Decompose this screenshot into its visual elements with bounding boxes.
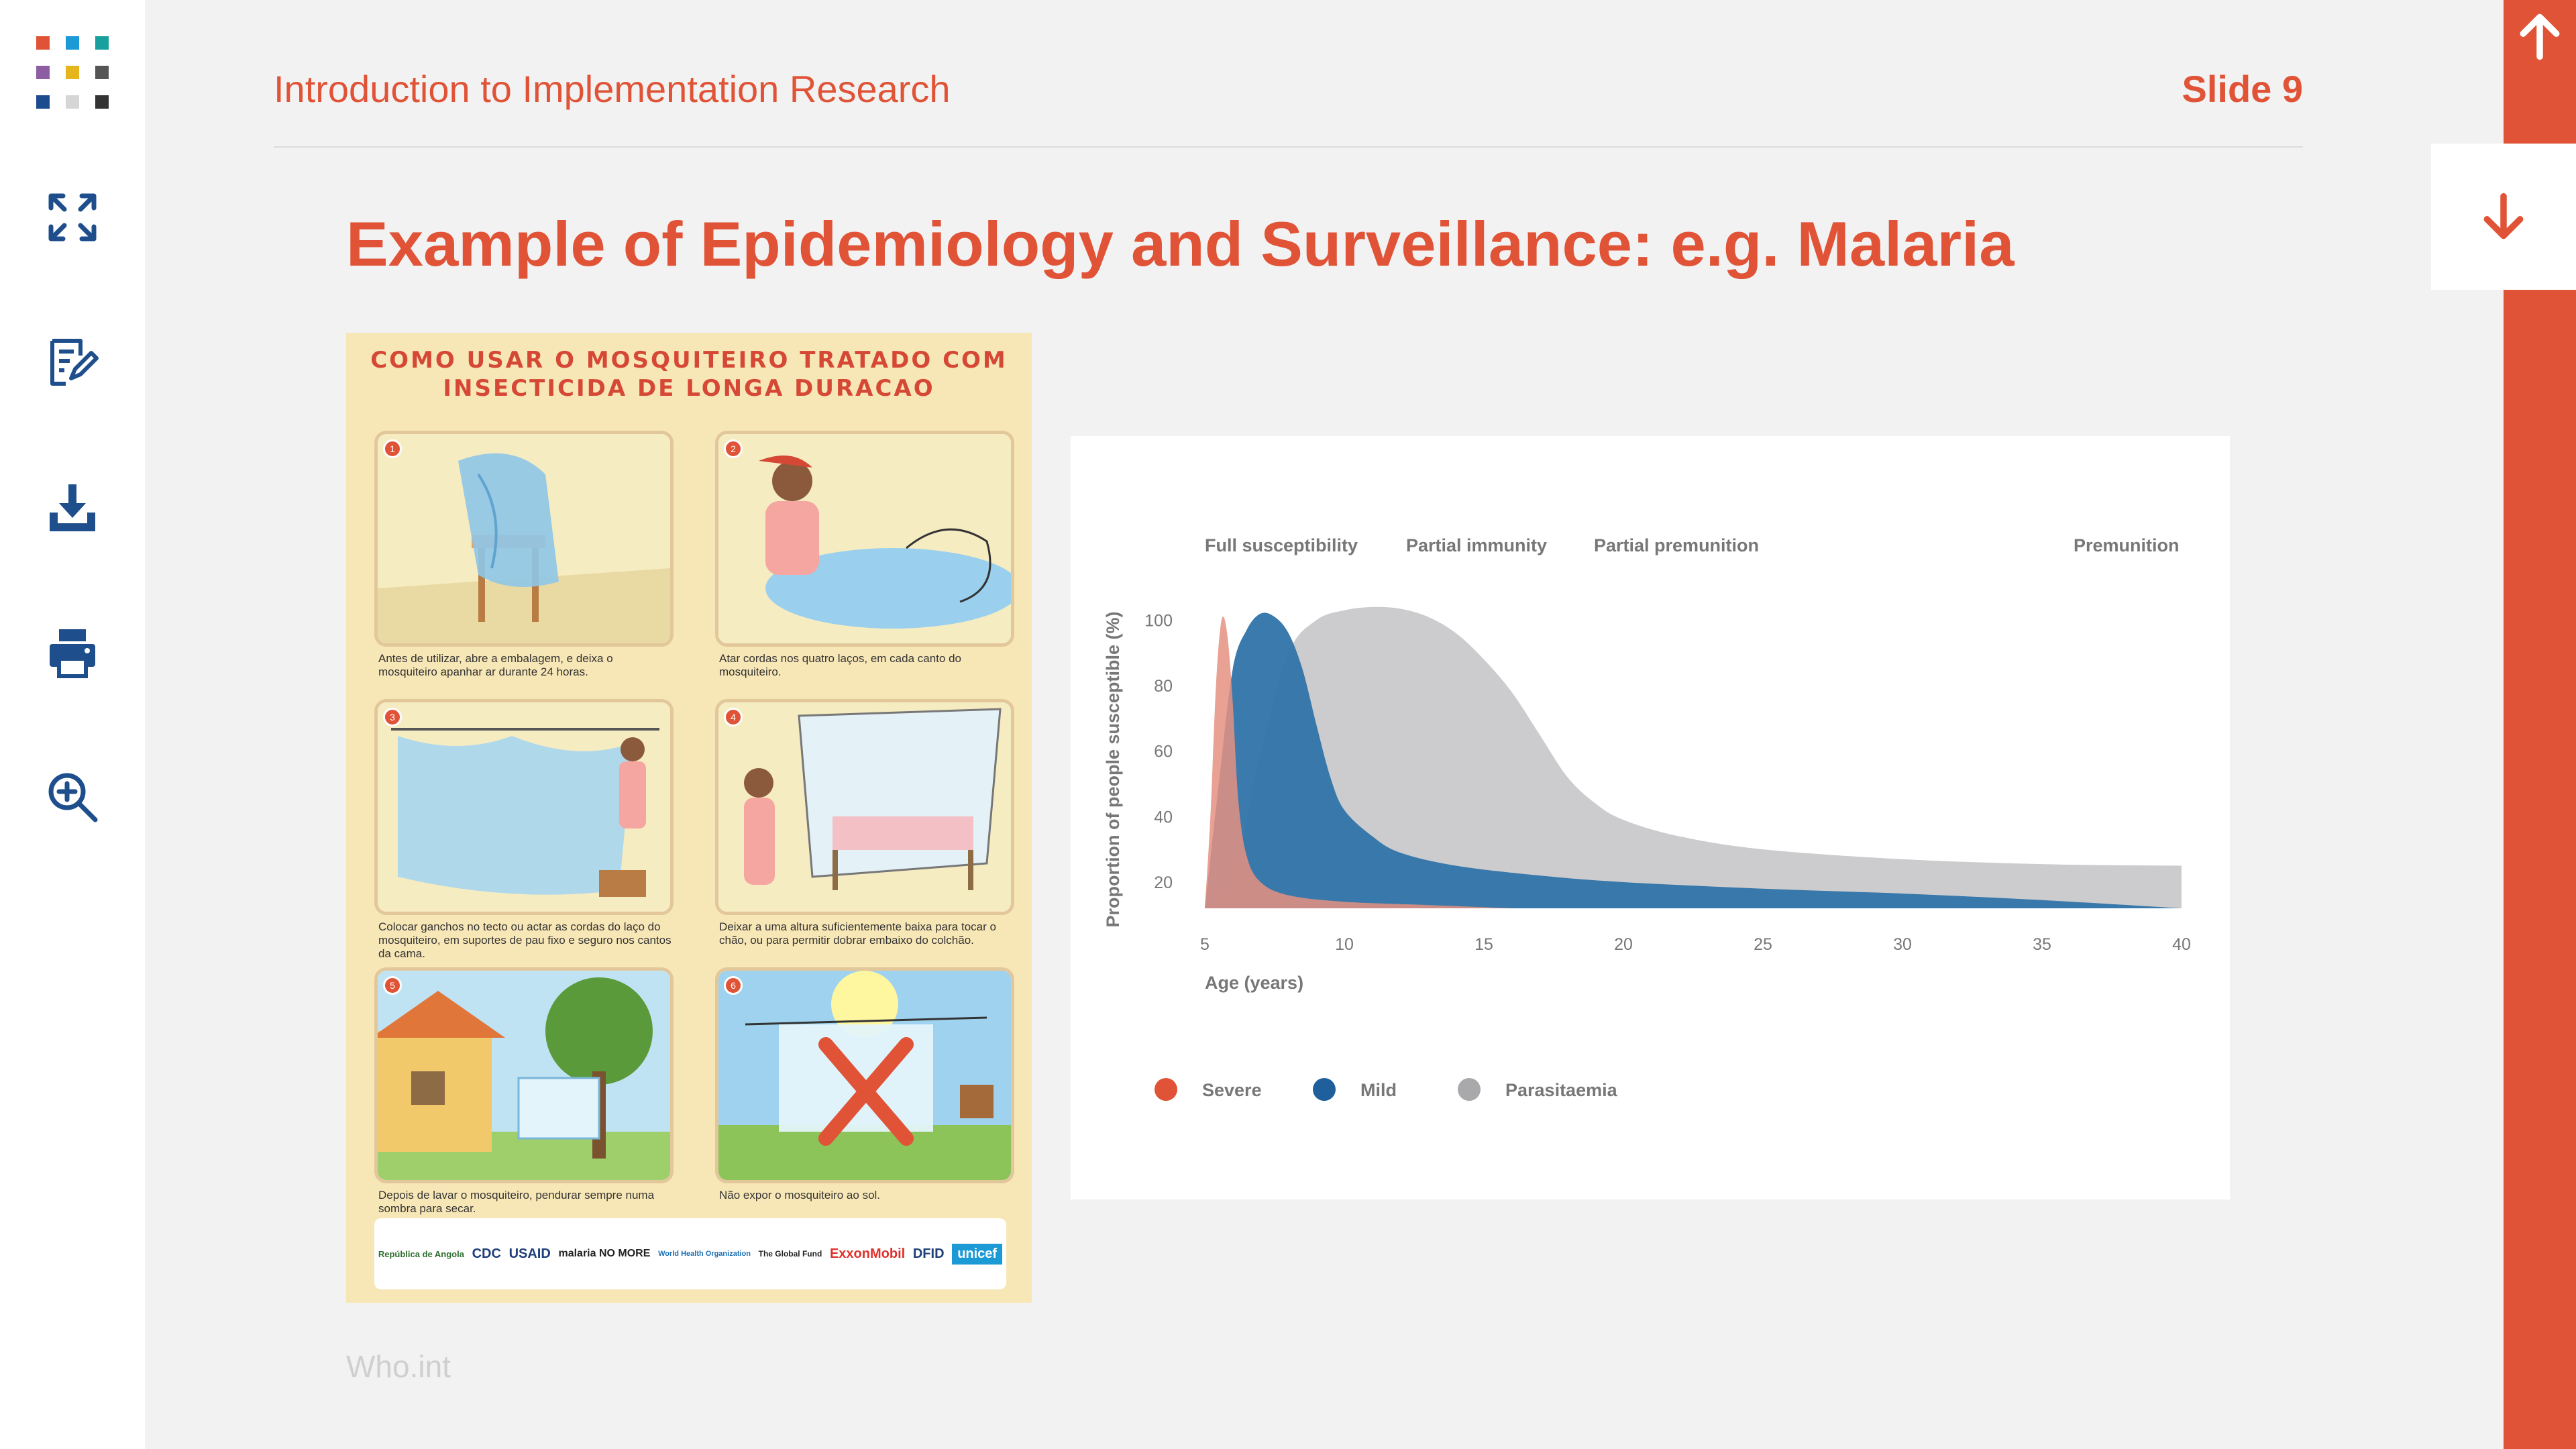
step-badge: 1 xyxy=(383,439,402,458)
header-divider xyxy=(274,146,2303,148)
logo-square xyxy=(66,36,79,50)
step-badge: 6 xyxy=(724,976,743,995)
sidebar xyxy=(0,0,145,1449)
edit-notes-icon xyxy=(50,339,99,386)
expand-arrows-icon xyxy=(48,193,97,241)
logo-exxonmobil: ExxonMobil xyxy=(829,1246,906,1261)
arrow-down-icon xyxy=(2483,193,2524,239)
poster-title-line-1: COMO USAR O MOSQUITEIRO TRATADO COM xyxy=(370,347,1008,374)
slide-title: Example of Epidemiology and Surveillance… xyxy=(346,209,2015,279)
slide-number: Slide 9 xyxy=(2182,68,2303,110)
x-tick-label: 15 xyxy=(1474,935,1493,954)
x-tick-label: 30 xyxy=(1893,935,1912,954)
y-tick-label: 80 xyxy=(1154,677,1173,696)
caption-6: Não expor o mosquiteiro ao sol. xyxy=(719,1189,881,1201)
y-tick-label: 20 xyxy=(1154,873,1173,892)
poster-panel-3: 3 xyxy=(374,699,674,915)
logo-who: World Health Organization xyxy=(658,1250,751,1258)
legend-label-mild: Mild xyxy=(1360,1080,1397,1100)
logo-dfid: DFID xyxy=(912,1246,945,1261)
next-slide-button[interactable] xyxy=(2431,144,2576,290)
logo-square xyxy=(36,36,50,50)
logo-square xyxy=(66,66,79,79)
logo-global-fund: The Global Fund xyxy=(758,1249,822,1258)
logo-unicef: unicef xyxy=(952,1243,1003,1265)
malaria-immunity-chart: Full susceptibility Partial immunity Parti… xyxy=(1071,436,2230,1199)
legend-marker-parasitaemia xyxy=(1458,1078,1481,1101)
poster-panel-4: 4 xyxy=(715,699,1014,915)
stage-label: Full susceptibility xyxy=(1205,535,1358,555)
chart-svg: Full susceptibility Partial immunity Parti… xyxy=(1103,535,2191,1101)
arrow-up-icon xyxy=(2520,13,2560,60)
logo-angola: República de Angola xyxy=(378,1248,464,1259)
sponsor-logos: República de Angola CDC USAID malaria NO… xyxy=(374,1218,1006,1289)
logo-usaid: USAID xyxy=(508,1246,551,1261)
logo-square xyxy=(95,36,109,50)
image-source: Who.int xyxy=(346,1349,451,1384)
y-tick-label: 100 xyxy=(1144,611,1173,630)
y-tick-label: 40 xyxy=(1154,808,1173,826)
y-axis-title: Proportion of people susceptible (%) xyxy=(1103,611,1123,927)
caption-1: Antes de utilizar, abre a embalagem, e d… xyxy=(378,652,613,678)
legend-label-severe: Severe xyxy=(1202,1080,1262,1100)
x-tick-label: 25 xyxy=(1754,935,1772,954)
x-tick-label: 35 xyxy=(2033,935,2051,954)
zoom-in-icon xyxy=(48,773,98,822)
stage-label: Partial premunition xyxy=(1594,535,1759,555)
zoom-button[interactable] xyxy=(39,763,106,830)
legend-marker-severe xyxy=(1155,1078,1177,1101)
stage-label: Partial immunity xyxy=(1406,535,1547,555)
poster-title-line-2: INSECTICIDA DE LONGA DURACAO xyxy=(443,375,935,402)
step-badge: 4 xyxy=(724,708,743,727)
poster-panel-6: 6 xyxy=(715,967,1014,1183)
x-axis-title: Age (years) xyxy=(1205,973,1303,993)
x-tick-label: 10 xyxy=(1335,935,1354,954)
previous-slide-button[interactable] xyxy=(2504,0,2576,72)
y-tick-label: 60 xyxy=(1154,743,1173,761)
logo-cdc: CDC xyxy=(472,1246,501,1261)
bednet-instruction-poster: COMO USAR O MOSQUITEIRO TRATADO COM INSE… xyxy=(346,333,1032,1303)
step-badge: 5 xyxy=(383,976,402,995)
download-icon xyxy=(50,484,95,531)
expand-button[interactable] xyxy=(39,184,106,251)
logo-square xyxy=(36,95,50,109)
poster-panel-2: 2 xyxy=(715,431,1014,647)
poster-panel-1: 1 xyxy=(374,431,674,647)
area-mild xyxy=(1205,612,2182,908)
notes-button[interactable] xyxy=(39,329,106,396)
logo-square xyxy=(36,66,50,79)
x-tick-label: 5 xyxy=(1200,935,1210,954)
area-severe xyxy=(1205,616,1512,908)
step-badge: 2 xyxy=(724,439,743,458)
app-logo-icon[interactable] xyxy=(36,36,110,110)
print-button[interactable] xyxy=(39,619,106,686)
step-badge: 3 xyxy=(383,708,402,727)
logo-square xyxy=(66,95,79,109)
caption-5: Depois de lavar o mosquiteiro, pendurar … xyxy=(378,1189,655,1215)
download-button[interactable] xyxy=(39,474,106,541)
logo-malaria: malaria NO MORE xyxy=(558,1248,651,1259)
caption-3: Colocar ganchos no tecto ou actar as cor… xyxy=(378,920,672,960)
x-tick-label: 40 xyxy=(2172,935,2191,954)
legend-label-parasitaemia: Parasitaemia xyxy=(1505,1080,1618,1100)
x-tick-label: 20 xyxy=(1614,935,1633,954)
caption-4: Deixar a uma altura suficientemente baix… xyxy=(719,920,996,947)
poster-panel-5: 5 xyxy=(374,967,674,1183)
stage-label: Premunition xyxy=(2074,535,2180,555)
legend-marker-mild xyxy=(1313,1078,1336,1101)
area-parasitaemia xyxy=(1205,606,2182,908)
logo-square xyxy=(95,95,109,109)
poster-title: COMO USAR O MOSQUITEIRO TRATADO COM INSE… xyxy=(346,346,1032,402)
caption-2: Atar cordas nos quatro laços, em cada ca… xyxy=(719,652,961,678)
logo-square xyxy=(95,66,109,79)
presentation-title: Introduction to Implementation Research xyxy=(274,68,951,110)
printer-icon xyxy=(50,629,95,678)
